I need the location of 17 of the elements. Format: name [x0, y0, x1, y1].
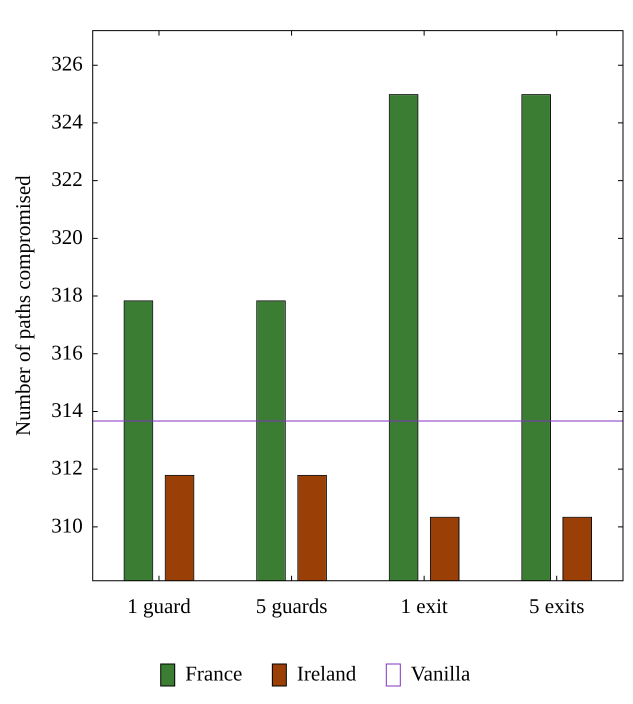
y-tick-label: 314 — [51, 398, 84, 422]
y-tick-label: 318 — [51, 282, 83, 307]
y-tick-label: 310 — [51, 513, 83, 538]
legend-label: Vanilla — [410, 662, 471, 686]
x-tick-label: 5 exits — [529, 594, 584, 618]
y-tick-label: 324 — [51, 109, 84, 134]
legend-label: Ireland — [296, 662, 357, 686]
y-tick-label: 320 — [51, 224, 83, 249]
y-tick-label: 312 — [51, 456, 83, 480]
legend-label: France — [185, 662, 242, 686]
y-tick-label: 322 — [51, 167, 83, 192]
x-tick-label: 1 exit — [400, 594, 448, 618]
y-tick-label: 316 — [51, 340, 83, 364]
x-tick-label: 1 guard — [127, 594, 192, 618]
y-tick-label: 326 — [51, 52, 83, 76]
y-axis-title: Number of paths compromised — [11, 174, 36, 436]
x-tick-label: 5 guards — [256, 594, 328, 618]
